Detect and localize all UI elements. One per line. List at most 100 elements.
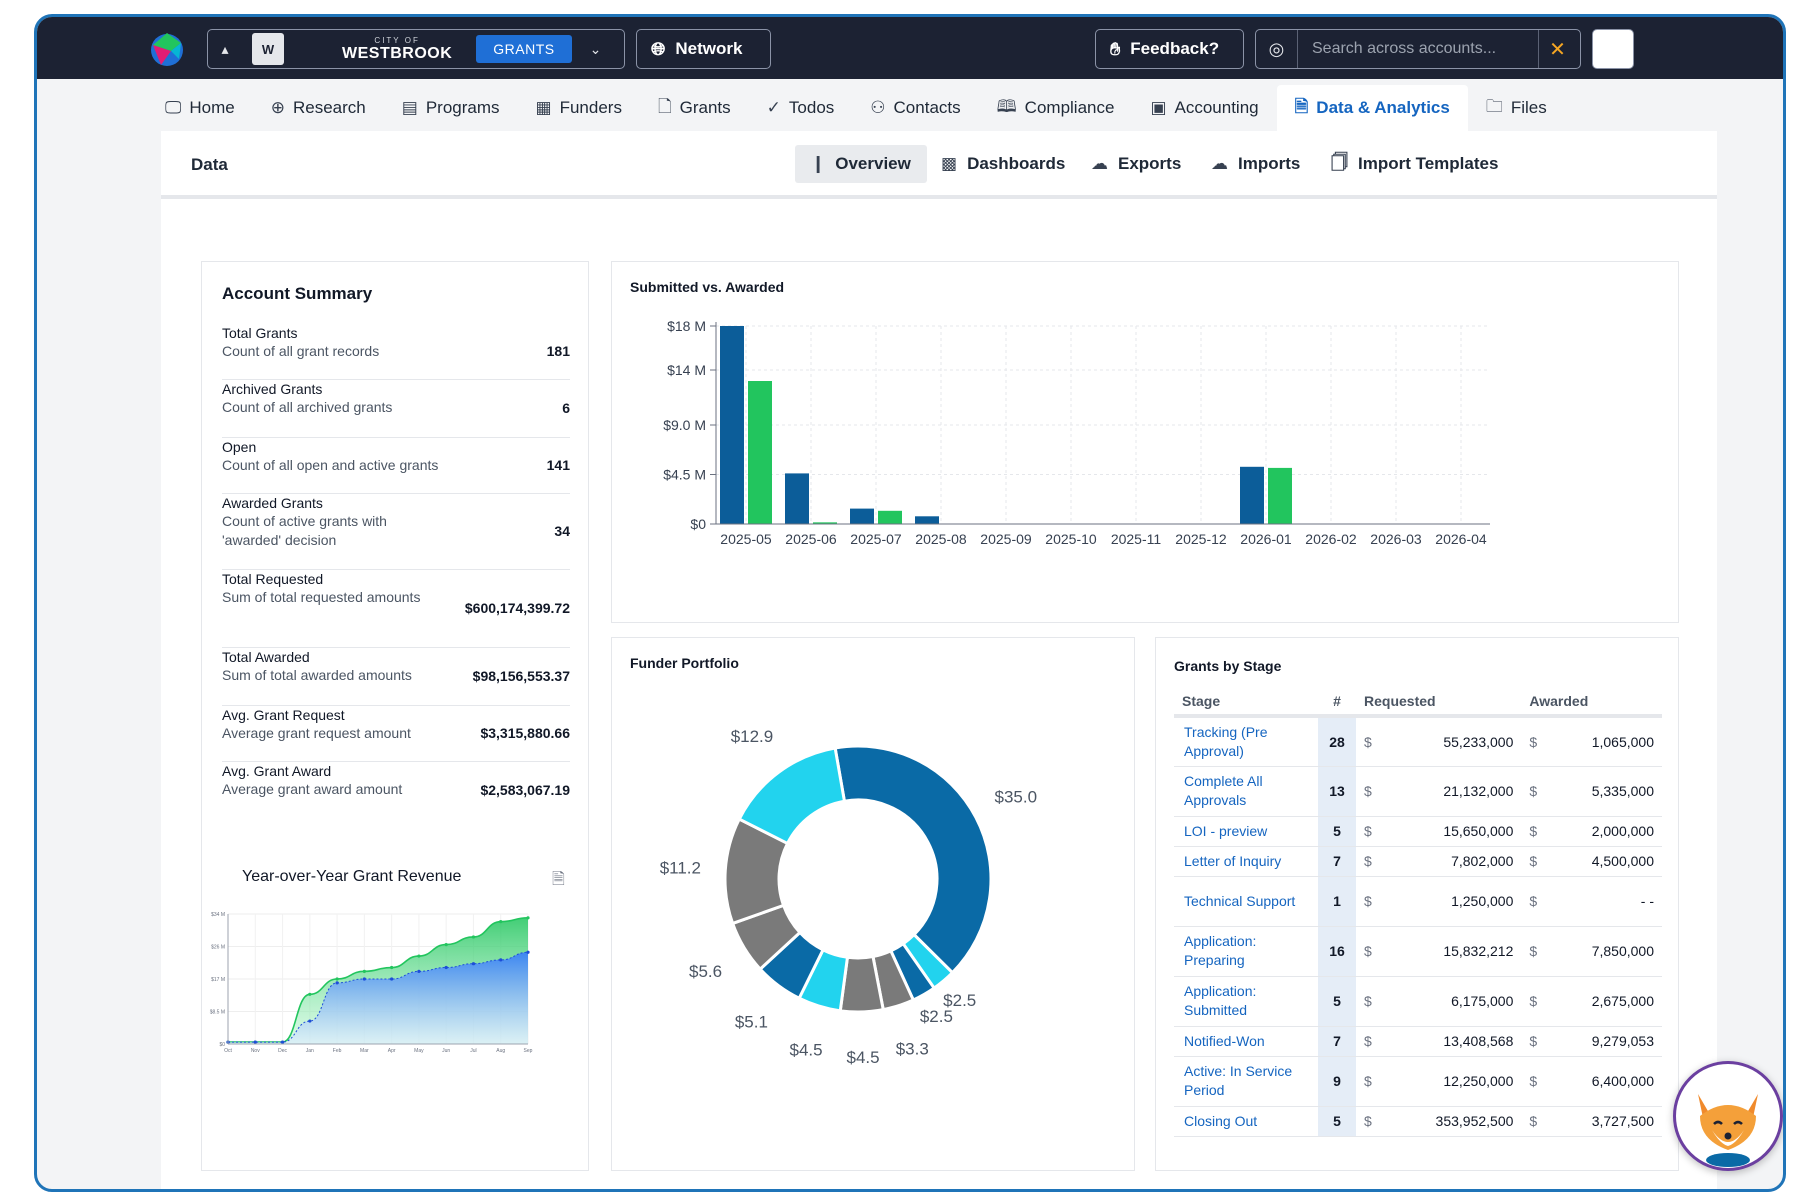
nav-item-contacts[interactable]: ⚇ Contacts <box>852 85 978 131</box>
summary-row: Avg. Grant Award Average grant award amou… <box>222 762 570 820</box>
data-point[interactable] <box>499 920 503 924</box>
data-point[interactable] <box>471 935 476 939</box>
area-fill <box>228 952 528 1044</box>
data-point[interactable] <box>499 958 503 962</box>
search-input[interactable] <box>1298 40 1538 58</box>
data-point[interactable] <box>471 962 476 966</box>
summary-row-value: $600,174,399.72 <box>464 600 570 616</box>
tab-overview[interactable]: ❙ Overview <box>795 145 927 183</box>
feedback-button[interactable]: ✋︎ Feedback? <box>1095 29 1244 69</box>
table-row[interactable]: Letter of Inquiry 7 $7,802,000 $4,500,000 <box>1174 846 1662 877</box>
nav-item-files[interactable]: 🗀︎ Files <box>1468 85 1565 131</box>
account-switcher[interactable]: ▴ W CITY OF WESTBROOK GRANTS ⌄ <box>207 29 625 69</box>
data-point[interactable] <box>526 950 530 954</box>
data-point[interactable] <box>362 977 366 981</box>
bar-awarded[interactable] <box>878 510 902 524</box>
table-row[interactable]: Application: Preparing 16 $15,832,212 $7,85… <box>1174 926 1662 977</box>
nav-item-funders[interactable]: ▦ Funders <box>518 85 640 131</box>
tab-dashboards[interactable]: ▩ Dashboards <box>925 145 1081 183</box>
data-point[interactable] <box>335 977 339 981</box>
stage-link[interactable]: Tracking (Pre Approval) <box>1174 716 1318 767</box>
data-point[interactable] <box>335 981 339 985</box>
bar-awarded[interactable] <box>1268 467 1292 524</box>
nav-item-grants[interactable]: 🗋︎ Grants <box>640 85 749 131</box>
stage-count: 1 <box>1318 876 1356 927</box>
donut-slice[interactable] <box>737 746 847 846</box>
summary-row: Archived Grants Count of all archived gra… <box>222 380 570 438</box>
tab-exports[interactable]: ☁︎ Exports <box>1075 145 1197 183</box>
data-point[interactable] <box>444 942 448 947</box>
stage-requested: 13,408,568 <box>1371 1026 1522 1057</box>
data-point[interactable] <box>308 1019 312 1023</box>
data-point[interactable] <box>526 916 530 920</box>
stage-link[interactable]: LOI - preview <box>1174 816 1318 847</box>
tab-imports[interactable]: ☁︎ Imports <box>1195 145 1316 183</box>
data-point[interactable] <box>417 969 421 973</box>
nav-item-data-analytics[interactable]: 🗎︎ Data & Analytics <box>1276 85 1468 131</box>
main-nav: 🖵︎ Home ⊕ Research ▤ Programs ▦ Funders 🗋︎ Grants… <box>37 79 1783 131</box>
data-point[interactable] <box>253 1040 257 1044</box>
table-row[interactable]: Active: In Service Period 9 $12,250,000 $6,… <box>1174 1056 1662 1107</box>
close-icon[interactable]: ✕ <box>1538 30 1576 68</box>
table-row[interactable]: Notified-Won 7 $13,408,568 $9,279,053 <box>1174 1026 1662 1057</box>
nav-item-programs[interactable]: ▤ Programs <box>384 85 518 131</box>
donut-slice[interactable] <box>833 744 993 975</box>
stage-link[interactable]: Closing Out <box>1174 1106 1318 1137</box>
stage-link[interactable]: Active: In Service Period <box>1174 1056 1318 1107</box>
data-point[interactable] <box>308 992 312 996</box>
data-point[interactable] <box>390 965 394 970</box>
stage-link[interactable]: Complete All Approvals <box>1174 766 1318 817</box>
tab-import-templates[interactable]: 🗍︎ Import Templates <box>1315 145 1514 183</box>
donut-title: Funder Portfolio <box>630 655 739 671</box>
currency-symbol: $ <box>1356 766 1372 817</box>
stage-link[interactable]: Application: Preparing <box>1174 926 1318 977</box>
bar-submitted[interactable] <box>850 508 874 524</box>
table-row[interactable]: LOI - preview 5 $15,650,000 $2,000,000 <box>1174 816 1662 847</box>
data-point[interactable] <box>280 1040 285 1044</box>
nav-item-accounting[interactable]: ▣ Accounting <box>1132 85 1276 131</box>
table-row[interactable]: Closing Out 5 $353,952,500 $3,727,500 <box>1174 1106 1662 1137</box>
table-row[interactable]: Tracking (Pre Approval) 28 $55,233,000 $1,0… <box>1174 716 1662 767</box>
stage-link[interactable]: Technical Support <box>1174 876 1318 927</box>
product-pill[interactable]: GRANTS <box>476 35 572 63</box>
user-avatar[interactable] <box>1592 29 1634 69</box>
nav-item-home[interactable]: 🖵︎ Home <box>147 85 253 131</box>
monitor-icon: 🖵︎ <box>165 98 182 117</box>
network-button[interactable]: 🌐︎ Network <box>636 29 771 69</box>
bar-submitted[interactable] <box>785 473 809 524</box>
nav-item-todos[interactable]: ✓ Todos <box>749 85 853 131</box>
page-title: Data <box>191 155 228 174</box>
data-point[interactable] <box>362 969 366 973</box>
data-point[interactable] <box>417 954 421 958</box>
summary-row: Total Awarded Sum of total awarded amount… <box>222 648 570 706</box>
x-tick-label: 2026-02 <box>1305 531 1357 547</box>
data-point[interactable] <box>444 965 448 970</box>
stage-link[interactable]: Application: Submitted <box>1174 976 1318 1027</box>
table-row[interactable]: Application: Submitted 5 $6,175,000 $2,675,… <box>1174 976 1662 1027</box>
bar-awarded[interactable] <box>748 381 772 524</box>
nav-item-research[interactable]: ⊕ Research <box>253 85 384 131</box>
bar-submitted[interactable] <box>915 516 939 524</box>
people-icon: ⚇ <box>870 98 886 117</box>
currency-symbol: $ <box>1356 1056 1372 1107</box>
summary-row-desc: Sum of total requested amounts <box>222 589 421 605</box>
bar-submitted[interactable] <box>1240 466 1264 524</box>
table-row[interactable]: Complete All Approvals 13 $21,132,000 $5,33… <box>1174 766 1662 817</box>
export-file-icon[interactable]: 🗎︎ <box>552 871 565 888</box>
table-row[interactable]: Technical Support 1 $1,250,000 $ - - <box>1174 876 1662 927</box>
bar-submitted[interactable] <box>720 326 744 524</box>
data-point[interactable] <box>390 977 394 981</box>
chevron-down-icon[interactable]: ⌄ <box>589 40 602 57</box>
stage-link[interactable]: Notified-Won <box>1174 1026 1318 1057</box>
sort-arrows-icon[interactable]: ▴ <box>221 40 229 57</box>
bar-awarded[interactable] <box>813 522 837 524</box>
nav-item-compliance[interactable]: 🕮︎ Compliance <box>979 85 1133 131</box>
currency-symbol: $ <box>1521 816 1538 847</box>
x-tick-label: Jul <box>470 1048 476 1054</box>
tab-label: Import Templates <box>1357 154 1499 173</box>
nav-item-label: Files <box>1510 98 1547 117</box>
globe-icon: ⊕ <box>270 98 285 117</box>
stage-link[interactable]: Letter of Inquiry <box>1174 846 1318 877</box>
app-logo[interactable] <box>147 29 187 69</box>
assistant-fox-avatar[interactable] <box>1673 1061 1783 1171</box>
